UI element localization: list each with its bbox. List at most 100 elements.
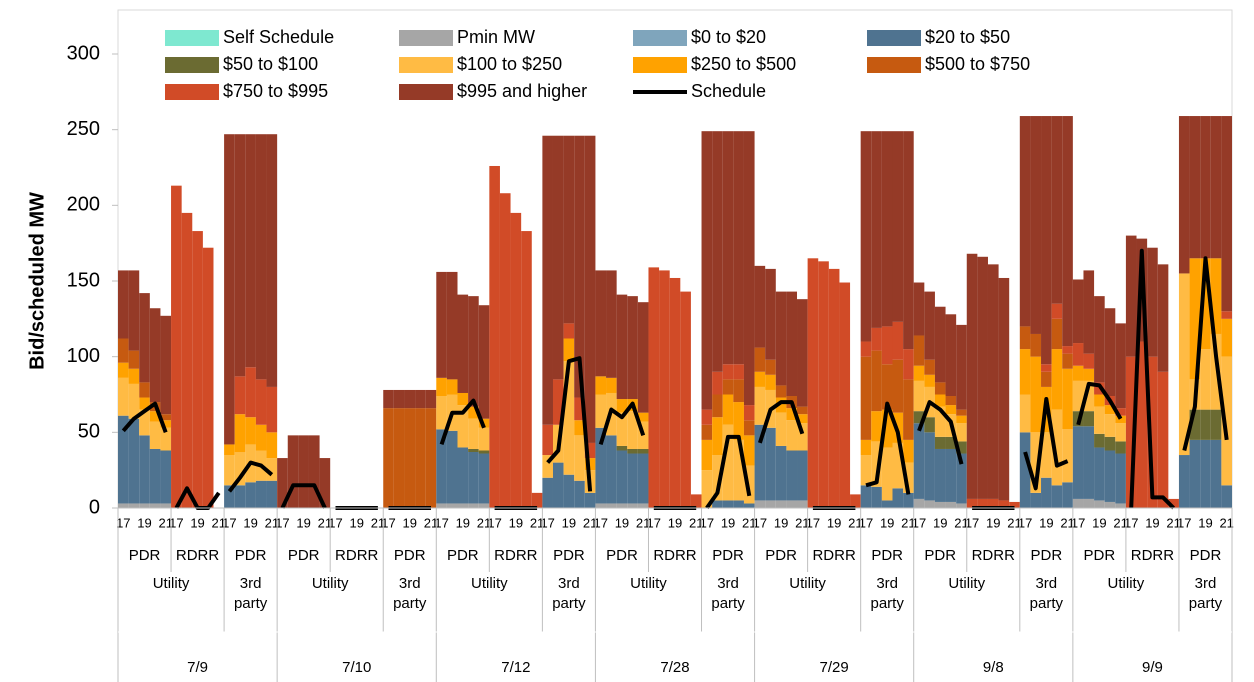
bar-segment	[1147, 356, 1158, 508]
bar-segment	[255, 480, 267, 508]
bar-segment	[255, 379, 267, 425]
owner-label: Utility	[630, 575, 667, 592]
legend-swatch	[399, 30, 453, 46]
bar-segment	[489, 165, 500, 508]
schedule-line	[917, 400, 964, 465]
bar-segment	[1221, 311, 1232, 319]
bar-segment	[224, 444, 235, 456]
bar-segment	[415, 389, 426, 409]
bar-segment	[945, 448, 957, 502]
x-tick-label: 17	[1177, 515, 1191, 530]
bar-segment	[436, 377, 447, 397]
program-label: RDRR	[494, 547, 538, 564]
bar-segment	[871, 131, 882, 328]
bar-segment	[966, 498, 978, 508]
bar-segment	[765, 427, 776, 501]
owner-label: 3rd party	[870, 575, 904, 612]
bar-segment	[1051, 409, 1063, 486]
date-label: 7/28	[660, 659, 690, 676]
x-tick-label: 19	[1092, 515, 1106, 530]
bar-segment	[733, 402, 744, 440]
bar-segment	[627, 503, 638, 508]
legend-swatch	[867, 57, 921, 73]
bar-segment	[468, 448, 479, 453]
program-label: PDR	[287, 547, 320, 564]
x-tick-label: 17	[328, 515, 342, 530]
bar-segment	[1136, 341, 1148, 508]
x-tick-label: 17	[912, 515, 926, 530]
bar-segment	[775, 500, 787, 508]
x-tick-label: 19	[137, 515, 151, 530]
bar-segment	[118, 415, 129, 504]
bar-segment	[149, 448, 161, 504]
bar-segment	[712, 371, 723, 395]
bar-segment	[956, 415, 967, 424]
bar-segment	[860, 356, 872, 440]
bar-segment	[733, 439, 744, 501]
bar-segment	[659, 270, 670, 508]
bar-segment	[924, 291, 935, 360]
bar-segment	[245, 482, 256, 508]
x-tick-label: 21	[424, 515, 438, 530]
bar-segment	[786, 500, 798, 508]
bar-segment	[797, 500, 808, 508]
bar-segment	[457, 503, 469, 508]
bar-segment	[595, 270, 607, 377]
bar-segment	[478, 427, 490, 451]
owner-label: Utility	[311, 575, 349, 592]
bar-segment	[1210, 439, 1222, 508]
bar-segment	[977, 256, 988, 499]
bar-segment	[171, 185, 182, 508]
bar-segment	[722, 131, 734, 365]
program-label: PDR	[553, 547, 585, 564]
owner-label: Utility	[470, 575, 508, 592]
owner-label: 3rd party	[393, 575, 427, 612]
bar-segment	[563, 361, 575, 475]
x-tick-label: 17	[593, 515, 607, 530]
bar-segment	[1062, 346, 1073, 354]
program-label: PDR	[765, 547, 797, 564]
bar-segment	[1168, 498, 1179, 508]
program-label: PDR	[712, 547, 744, 564]
bar-segment	[786, 291, 798, 397]
program-label: RDRR	[812, 547, 856, 564]
bar-segment	[1051, 318, 1063, 350]
bar-segment	[118, 270, 129, 339]
bar-segment	[913, 498, 925, 508]
y-tick-label: 250	[67, 118, 100, 140]
bar-segment	[797, 414, 808, 424]
bar-segment	[574, 135, 585, 398]
bar-segment	[913, 423, 925, 499]
bar-segment	[160, 427, 172, 451]
bar-segment	[1115, 453, 1126, 504]
bar-segment	[457, 405, 469, 448]
bar-segment	[775, 445, 787, 501]
owner-label: 3rd party	[711, 575, 745, 612]
bar-segment	[1083, 380, 1095, 412]
bar-segment	[1104, 308, 1116, 397]
bar-segment	[616, 450, 628, 504]
bar-segment	[1104, 450, 1116, 502]
bar-segment	[616, 445, 628, 451]
x-tick-label: 17	[169, 515, 183, 530]
bar-segment	[1221, 318, 1232, 357]
bar-segment	[1072, 365, 1084, 381]
bar-segment	[1051, 303, 1063, 319]
x-tick-label: 21	[954, 515, 968, 530]
bar-segment	[828, 268, 840, 508]
bar-segment	[924, 359, 935, 375]
bar-segment	[701, 439, 713, 471]
bar-segment	[627, 448, 638, 454]
x-tick-label: 19	[190, 515, 204, 530]
program-label: RDRR	[175, 547, 220, 564]
bar-segment	[945, 314, 957, 397]
bar-segment	[1189, 409, 1201, 440]
bar-segment	[648, 267, 660, 508]
bar-segment	[871, 441, 882, 487]
bar-segment	[446, 271, 458, 380]
legend-label: Schedule	[691, 81, 766, 101]
bar-segment	[224, 134, 235, 445]
bar-segment	[1083, 411, 1095, 427]
bar-segment	[128, 270, 140, 351]
bar-segment	[1157, 264, 1169, 372]
